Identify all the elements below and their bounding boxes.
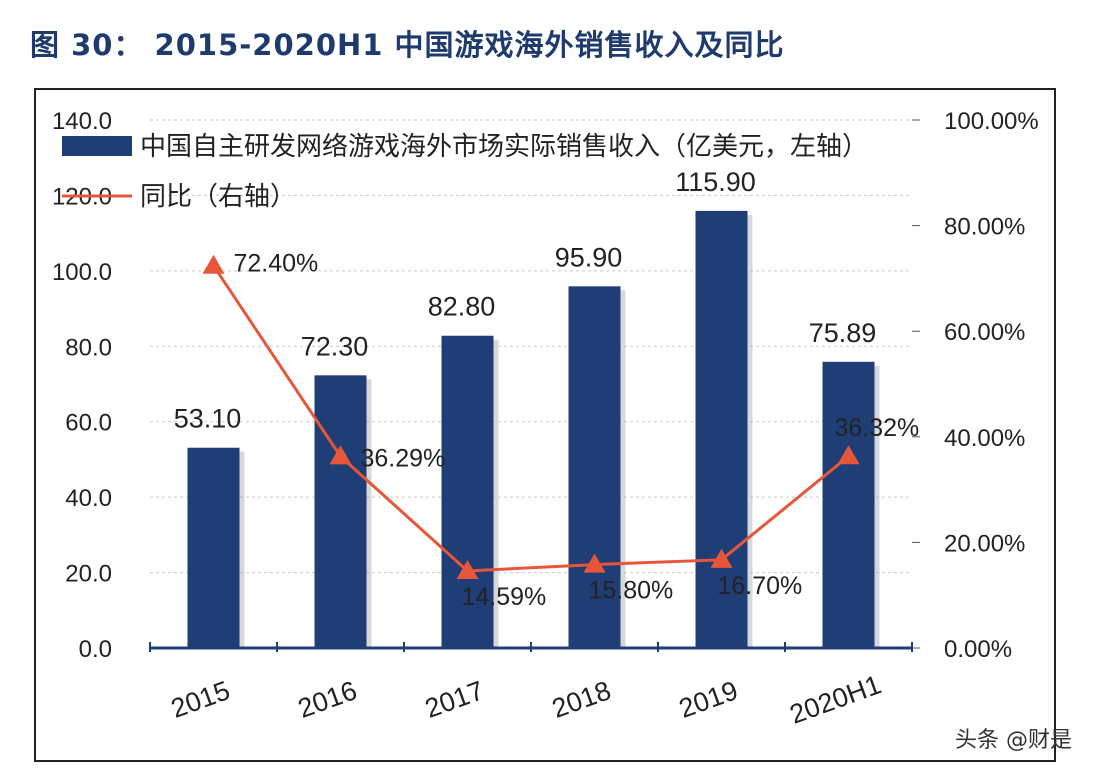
bar <box>441 335 494 648</box>
yoy-value-label: 14.59% <box>462 583 547 611</box>
bar <box>314 375 367 648</box>
yoy-marker <box>329 445 352 465</box>
bar <box>568 286 621 648</box>
y-left-tick-label: 40.0 <box>65 485 112 512</box>
yoy-value-label: 36.32% <box>835 414 920 442</box>
y-left-tick-label: 0.0 <box>79 636 112 663</box>
yoy-value-label: 36.29% <box>361 444 446 472</box>
bar-value-label: 82.80 <box>428 292 496 322</box>
x-axis-category-label: 2016 <box>294 675 361 724</box>
y-left-tick-label: 140.0 <box>52 108 112 135</box>
watermark: 头条 @财是 <box>955 728 1072 753</box>
legend-line-label: 同比（右轴） <box>140 182 296 212</box>
y-right-tick-label: 0.00% <box>944 636 1012 663</box>
x-axis-category-label: 2018 <box>548 675 615 724</box>
yoy-value-label: 15.80% <box>589 577 674 605</box>
y-right-tick-label: 20.00% <box>944 530 1025 557</box>
x-axis-category-label: 2017 <box>421 675 488 724</box>
bar <box>822 361 875 648</box>
y-right-tick-label: 80.00% <box>944 214 1025 241</box>
x-axis-category-label: 2019 <box>675 675 742 724</box>
yoy-marker <box>583 553 606 573</box>
y-right-tick-label: 100.00% <box>944 108 1039 135</box>
yoy-marker <box>456 559 479 579</box>
figure-title: 图 30： 2015-2020H1 中国游戏海外销售收入及同比 <box>30 28 785 62</box>
yoy-marker <box>202 254 225 274</box>
bar-value-label: 53.10 <box>174 404 242 434</box>
y-right-tick-label: 60.00% <box>944 319 1025 346</box>
bar-value-label: 115.90 <box>675 167 756 197</box>
x-axis-category-label: 2015 <box>167 675 234 724</box>
yoy-marker <box>837 445 860 465</box>
bar <box>187 447 240 648</box>
legend-bar-swatch <box>62 136 132 156</box>
chart-frame <box>34 88 1056 762</box>
x-axis-category-label: 2020H1 <box>786 669 885 730</box>
bar-value-label: 75.89 <box>809 318 877 348</box>
yoy-line <box>212 264 850 573</box>
yoy-value-label: 72.40% <box>234 250 319 278</box>
y-left-tick-label: 60.0 <box>65 410 112 437</box>
y-left-tick-label: 20.0 <box>65 561 112 588</box>
bar-value-label: 95.90 <box>555 242 623 272</box>
bar <box>695 210 748 649</box>
bar-value-label: 72.30 <box>301 331 369 361</box>
y-left-tick-label: 80.0 <box>65 334 112 361</box>
y-left-tick-label: 100.0 <box>52 259 112 286</box>
legend-bar-label: 中国自主研发网络游戏海外市场实际销售收入（亿美元，左轴） <box>140 132 868 162</box>
y-right-tick-label: 40.00% <box>944 425 1025 452</box>
yoy-marker <box>710 548 733 568</box>
yoy-value-label: 16.70% <box>718 572 803 600</box>
